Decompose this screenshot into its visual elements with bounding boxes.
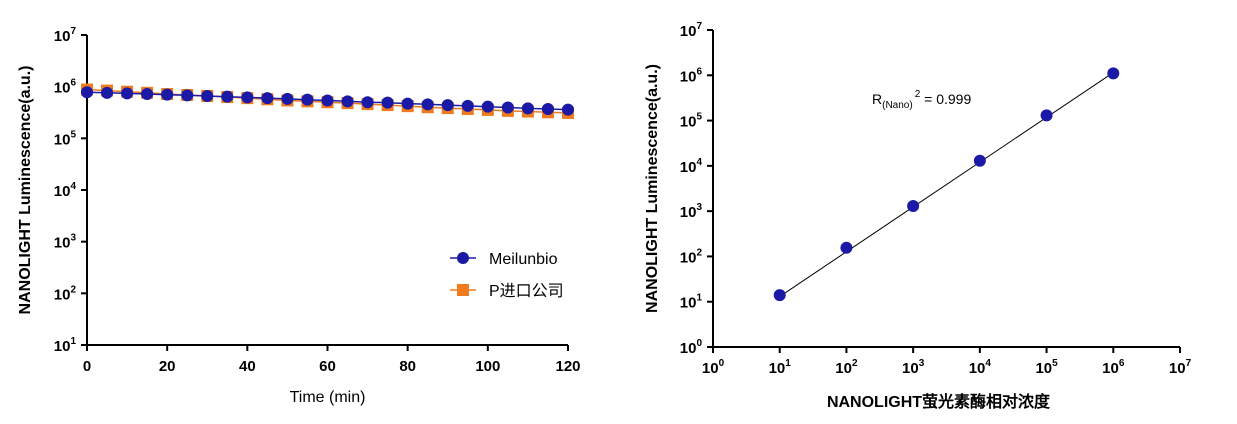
data-point bbox=[840, 241, 853, 254]
data-point bbox=[973, 154, 986, 167]
y-tick-label: 106 bbox=[54, 78, 77, 97]
data-point bbox=[281, 92, 294, 105]
x-tick-label: 101 bbox=[769, 358, 792, 377]
legend-marker-p-import bbox=[457, 284, 469, 296]
x-tick-label: 106 bbox=[1102, 358, 1125, 377]
data-point bbox=[241, 91, 254, 104]
y-tick-label: 102 bbox=[680, 247, 703, 266]
y-tick-label: 107 bbox=[680, 21, 703, 40]
x-axis-label: Time (min) bbox=[290, 389, 366, 406]
data-point bbox=[181, 89, 194, 102]
data-point bbox=[101, 86, 114, 99]
data-point bbox=[81, 86, 93, 99]
r-squared-annotation: R(Nano)2 = 0.999 bbox=[872, 89, 971, 111]
y-tick-label: 105 bbox=[680, 112, 703, 131]
y-tick-label: 101 bbox=[54, 336, 77, 355]
y-tick-label: 104 bbox=[680, 157, 703, 176]
data-point bbox=[421, 98, 434, 111]
data-point bbox=[461, 99, 474, 112]
y-tick-label: 100 bbox=[680, 338, 703, 357]
x-tick-label: 60 bbox=[319, 358, 336, 375]
data-point bbox=[121, 87, 134, 100]
x-tick-label: 107 bbox=[1169, 358, 1192, 377]
y-axis-label: NANOLIGHT Luminescence(a.u.) bbox=[644, 64, 661, 313]
data-point bbox=[321, 94, 334, 107]
legend-marker-meilunbio bbox=[457, 252, 469, 264]
legend-label-p-import: P进口公司 bbox=[489, 282, 564, 300]
x-tick-label: 0 bbox=[83, 358, 91, 375]
data-point bbox=[521, 102, 534, 115]
series-meilunbio bbox=[81, 86, 574, 116]
data-point bbox=[481, 100, 494, 113]
data-point bbox=[141, 88, 154, 101]
y-tick-label: 104 bbox=[54, 181, 77, 200]
data-point bbox=[907, 199, 920, 212]
data-point bbox=[221, 90, 234, 103]
data-point bbox=[541, 102, 554, 115]
x-tick-label: 103 bbox=[902, 358, 925, 377]
time-course-chart: 101 102 103 104 105 106 107 0 20 40 60 80 100 120 Time… bbox=[17, 26, 581, 406]
y-tick-label: 103 bbox=[680, 202, 703, 221]
data-point bbox=[441, 99, 454, 112]
x-tick-label: 104 bbox=[969, 358, 992, 377]
data-point bbox=[301, 93, 314, 106]
x-tick-label: 80 bbox=[399, 358, 416, 375]
y-tick-label: 105 bbox=[54, 129, 77, 148]
y-tick-label: 101 bbox=[680, 293, 703, 312]
data-point bbox=[381, 96, 394, 109]
data-point bbox=[401, 97, 414, 110]
y-tick-label: 102 bbox=[54, 284, 77, 303]
data-point bbox=[161, 88, 174, 101]
data-point bbox=[501, 101, 514, 114]
x-tick-label: 40 bbox=[239, 358, 256, 375]
x-axis-label: NANOLIGHT萤光素酶相对浓度 bbox=[827, 392, 1051, 411]
x-tick-label: 120 bbox=[555, 358, 580, 375]
data-point bbox=[562, 103, 574, 116]
y-tick-label: 106 bbox=[680, 66, 703, 85]
data-point bbox=[261, 92, 274, 105]
data-point bbox=[361, 96, 374, 109]
y-tick-label: 103 bbox=[54, 233, 77, 252]
fit-line bbox=[779, 72, 1114, 297]
y-tick-label: 107 bbox=[54, 26, 77, 45]
data-point bbox=[1040, 109, 1053, 122]
x-tick-label: 102 bbox=[835, 358, 858, 377]
x-tick-label: 20 bbox=[159, 358, 176, 375]
data-point bbox=[201, 89, 214, 102]
data-point bbox=[1107, 67, 1120, 80]
y-axis-label: NANOLIGHT Luminescence(a.u.) bbox=[17, 66, 34, 315]
x-tick-label: 100 bbox=[475, 358, 500, 375]
x-tick-label: 105 bbox=[1035, 358, 1058, 377]
legend-label-meilunbio: Meilunbio bbox=[489, 251, 558, 268]
data-point bbox=[341, 95, 354, 108]
standard-curve-chart: 100 101 102 103 104 105 106 107 100 101 102 103 104 1… bbox=[644, 21, 1192, 411]
x-tick-label: 100 bbox=[702, 358, 725, 377]
data-point bbox=[773, 289, 786, 302]
